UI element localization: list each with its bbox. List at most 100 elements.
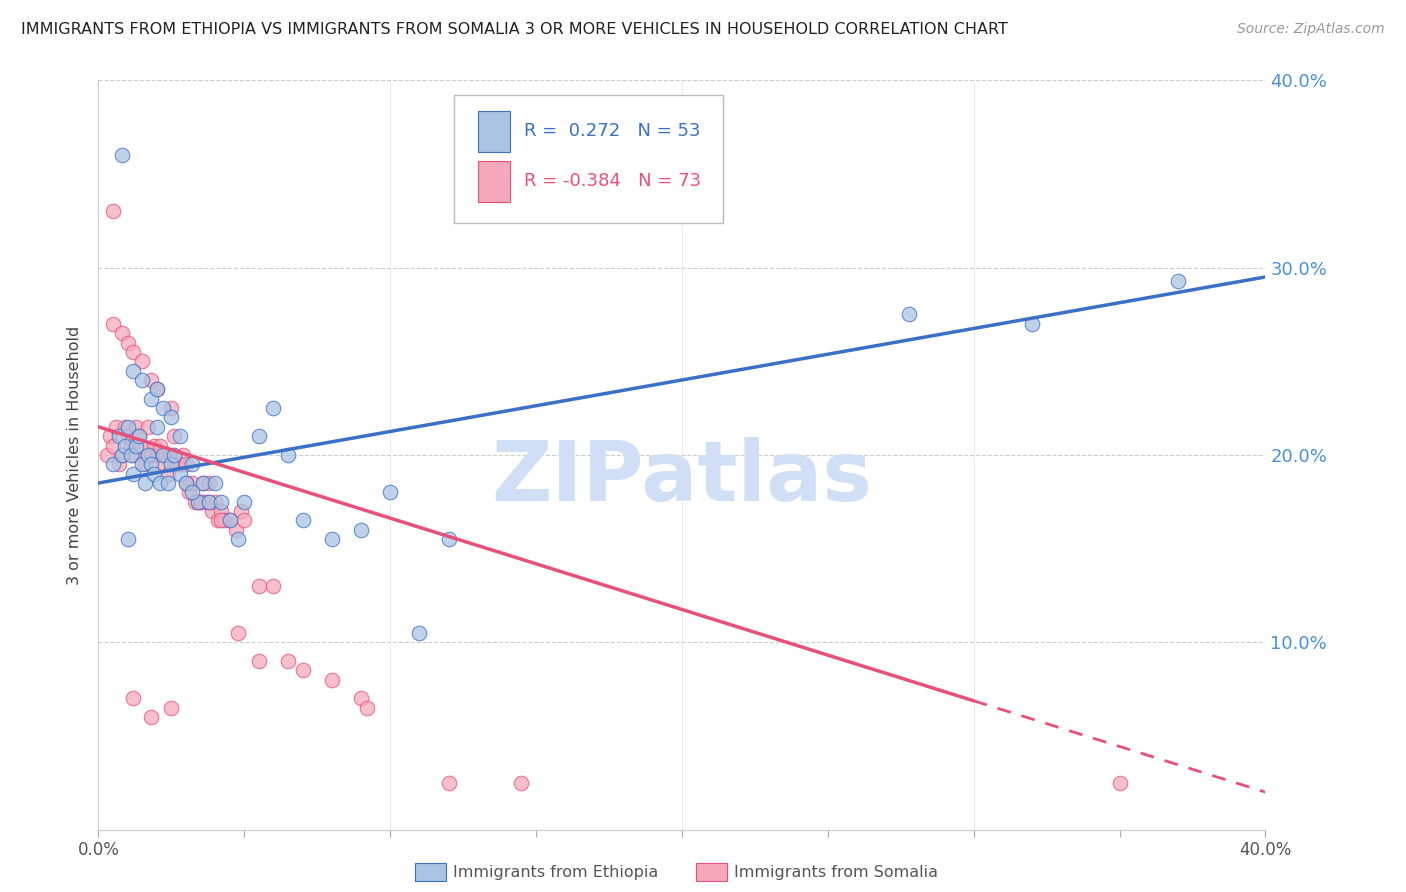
Point xyxy=(104,420,127,434)
Point xyxy=(247,429,270,443)
Point xyxy=(350,691,373,706)
Point xyxy=(131,439,153,453)
Point xyxy=(142,439,165,453)
Point xyxy=(180,457,202,471)
Text: IMMIGRANTS FROM ETHIOPIA VS IMMIGRANTS FROM SOMALIA 3 OR MORE VEHICLES IN HOUSEH: IMMIGRANTS FROM ETHIOPIA VS IMMIGRANTS F… xyxy=(21,22,1008,37)
Point xyxy=(101,317,124,331)
Point xyxy=(190,494,212,508)
Point xyxy=(231,504,253,518)
Point xyxy=(139,392,162,406)
Y-axis label: 3 or more Vehicles in Household: 3 or more Vehicles in Household xyxy=(67,326,83,584)
Point xyxy=(291,664,314,678)
Point xyxy=(146,382,169,396)
Point xyxy=(198,476,221,491)
Point xyxy=(128,429,150,443)
Point xyxy=(108,429,131,443)
Point xyxy=(160,410,183,425)
Point xyxy=(122,364,145,378)
Bar xyxy=(478,161,510,202)
Point xyxy=(195,494,218,508)
Point xyxy=(139,457,162,471)
Point xyxy=(152,401,174,416)
Point xyxy=(122,448,145,462)
Point xyxy=(117,429,139,443)
Point xyxy=(209,494,232,508)
Point xyxy=(101,204,124,219)
Point xyxy=(212,514,235,528)
Point xyxy=(125,420,148,434)
Point xyxy=(187,494,209,508)
Point xyxy=(139,373,162,387)
Point xyxy=(169,467,191,481)
Point xyxy=(190,494,212,508)
Point xyxy=(1108,776,1130,790)
Point xyxy=(437,776,460,790)
Text: Immigrants from Somalia: Immigrants from Somalia xyxy=(734,865,938,880)
Point xyxy=(1021,317,1043,331)
Point xyxy=(180,476,202,491)
Point xyxy=(204,494,226,508)
Point xyxy=(198,494,221,508)
Point xyxy=(122,467,145,481)
Point xyxy=(117,532,139,546)
Point xyxy=(139,710,162,724)
Point xyxy=(101,439,124,453)
Point xyxy=(131,457,153,471)
Point xyxy=(198,494,221,508)
Point xyxy=(117,420,139,434)
Point xyxy=(157,476,180,491)
Point xyxy=(166,457,188,471)
Point xyxy=(160,401,183,416)
Point xyxy=(136,448,159,462)
Point xyxy=(146,382,169,396)
Point xyxy=(136,420,159,434)
Point xyxy=(350,523,373,537)
Point xyxy=(174,457,197,471)
Point xyxy=(160,701,183,715)
Point xyxy=(117,335,139,350)
Point xyxy=(96,448,118,462)
Point xyxy=(187,494,209,508)
Point xyxy=(155,448,177,462)
Text: Source: ZipAtlas.com: Source: ZipAtlas.com xyxy=(1237,22,1385,37)
FancyBboxPatch shape xyxy=(454,95,723,223)
Point xyxy=(169,457,191,471)
Point xyxy=(277,654,299,668)
Text: R = -0.384   N = 73: R = -0.384 N = 73 xyxy=(524,172,702,190)
Point xyxy=(111,448,134,462)
Point xyxy=(122,691,145,706)
Point xyxy=(142,467,165,481)
Point xyxy=(201,504,224,518)
Point xyxy=(146,420,169,434)
Point xyxy=(510,776,533,790)
Point xyxy=(163,429,186,443)
Point xyxy=(207,514,229,528)
Point xyxy=(1167,274,1189,288)
Point xyxy=(131,354,153,368)
Point xyxy=(98,429,121,443)
Point xyxy=(152,448,174,462)
Point xyxy=(262,579,284,593)
Point xyxy=(114,439,136,453)
Point xyxy=(321,532,343,546)
Point xyxy=(291,514,314,528)
Point xyxy=(120,448,142,462)
Point xyxy=(209,504,232,518)
Point xyxy=(172,448,194,462)
Point xyxy=(177,485,200,500)
Point xyxy=(122,344,145,359)
Point xyxy=(228,626,250,640)
Point xyxy=(120,439,142,453)
Point xyxy=(898,307,921,321)
Point xyxy=(233,494,256,508)
Point xyxy=(225,523,247,537)
Point xyxy=(247,579,270,593)
Text: R =  0.272   N = 53: R = 0.272 N = 53 xyxy=(524,122,700,140)
Bar xyxy=(478,111,510,152)
Point xyxy=(128,429,150,443)
Point xyxy=(114,420,136,434)
Point xyxy=(111,148,134,162)
Point xyxy=(152,457,174,471)
Point xyxy=(180,485,202,500)
Point xyxy=(356,701,378,715)
